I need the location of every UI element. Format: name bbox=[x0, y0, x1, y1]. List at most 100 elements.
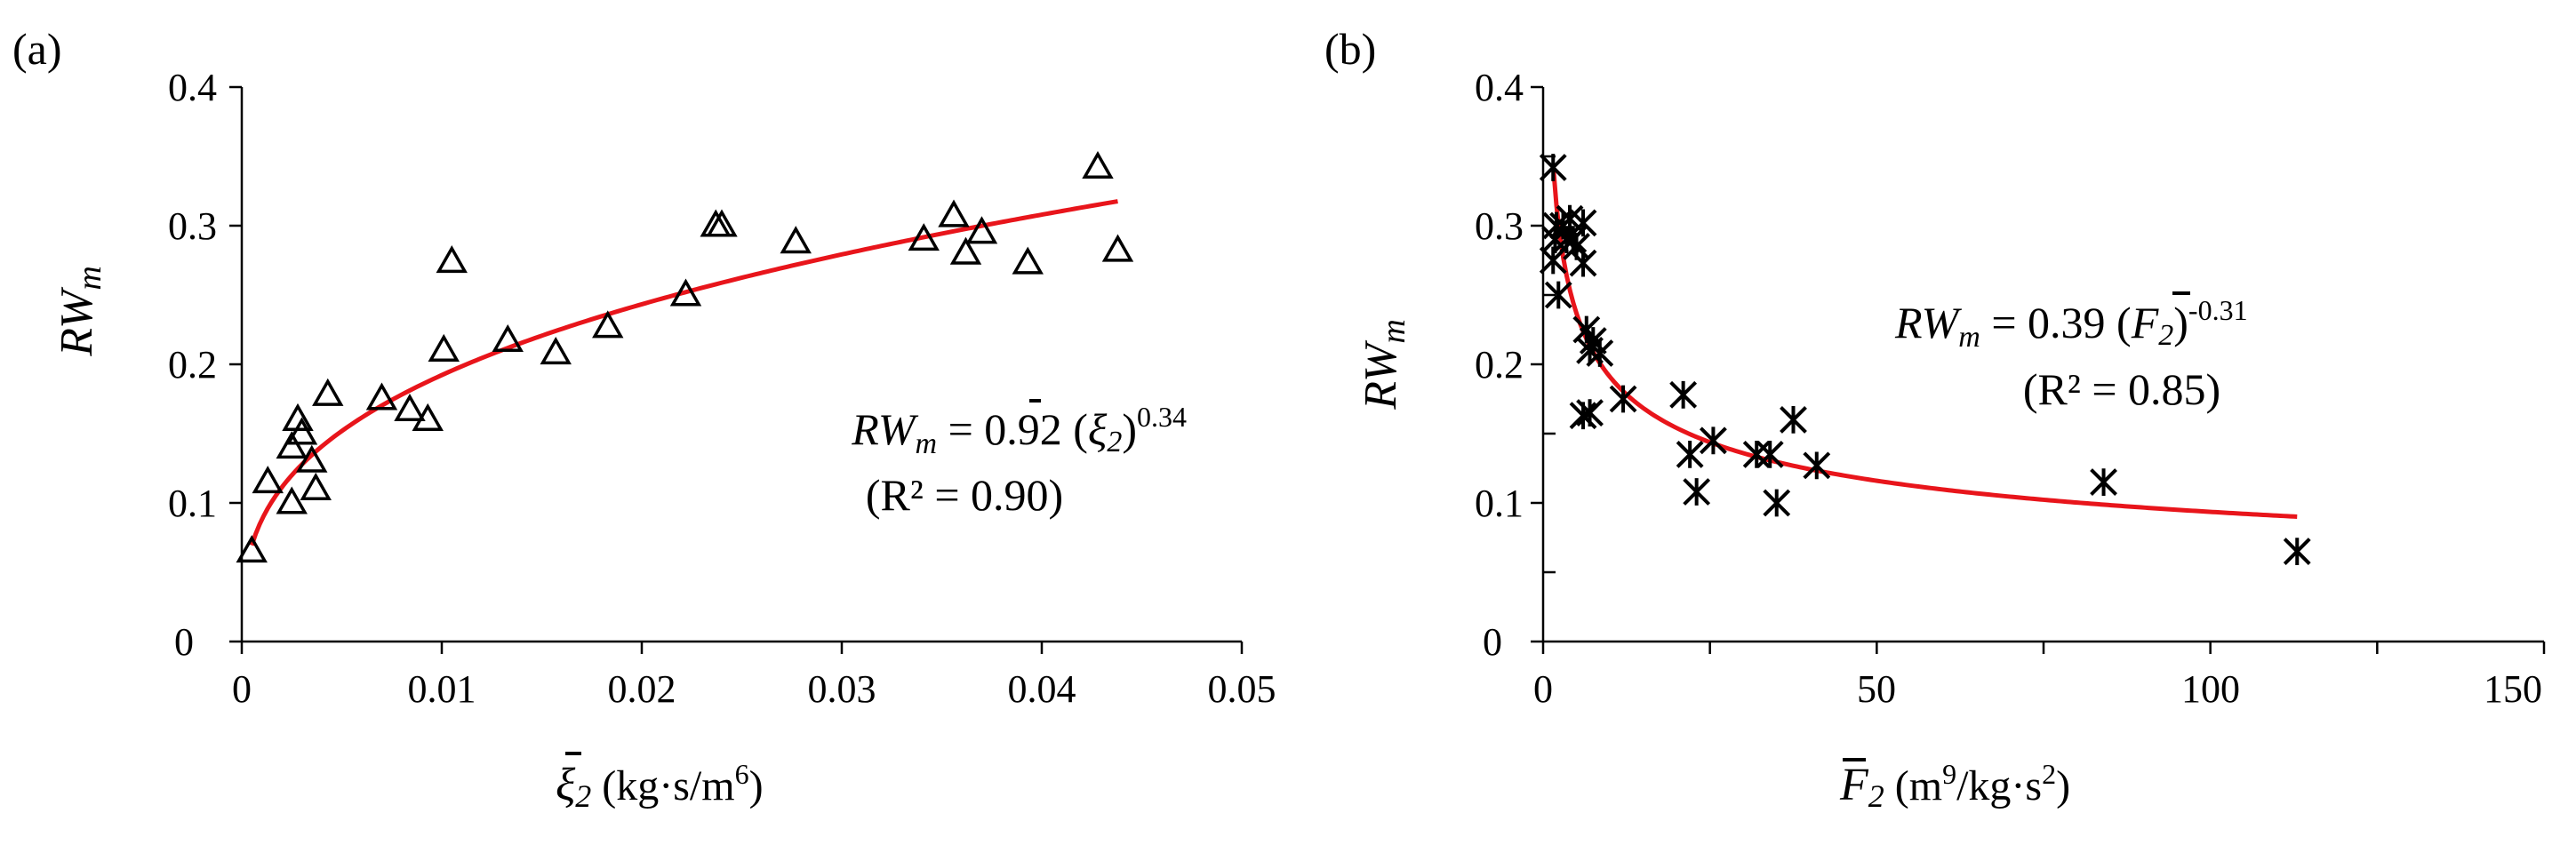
data-point-a-17 bbox=[669, 278, 702, 307]
data-point-b-15 bbox=[1586, 339, 1614, 367]
x-axis-title-b-units-sup: 9 bbox=[1942, 758, 1956, 790]
data-point-a-6 bbox=[296, 444, 328, 473]
equation-b-symbol: F bbox=[2131, 298, 2159, 347]
x-axis-title-b-sub: 2 bbox=[1868, 778, 1884, 814]
data-point-b-25 bbox=[1763, 489, 1791, 517]
r2-a: (R² = 0.90) bbox=[866, 470, 1063, 520]
chart-b: (b) 0 0.1 0.2 0.3 0.4 0 50 100 150 RWm F… bbox=[1324, 24, 2546, 814]
x-axis-b: 0 50 100 150 bbox=[1533, 640, 2546, 711]
data-point-a-14 bbox=[492, 323, 524, 353]
data-point-b-28 bbox=[2090, 468, 2117, 497]
x-tick-label-b-1: 50 bbox=[1857, 667, 1896, 711]
chart-a: (a) 0 0.1 0.2 0.3 0.4 0 0.01 0.02 0.03 0… bbox=[12, 24, 1276, 814]
data-point-a-9 bbox=[365, 382, 398, 411]
equation-b-lhs-sub: m bbox=[1958, 321, 1980, 354]
panel-label-a: (a) bbox=[12, 24, 62, 74]
x-axis-title-b-units-mid: /kg·s bbox=[1956, 762, 2042, 809]
data-point-b-23 bbox=[1742, 440, 1771, 468]
data-point-a-12 bbox=[428, 333, 460, 362]
y-tick-label-a-0: 0 bbox=[174, 620, 194, 664]
y-tick-label-a-3: 0.3 bbox=[168, 204, 217, 248]
y-tick-label-a-1: 0.1 bbox=[168, 482, 217, 525]
data-point-a-27 bbox=[1101, 234, 1134, 262]
data-point-a-21 bbox=[908, 223, 940, 251]
data-points-b bbox=[1539, 154, 2311, 566]
data-point-b-19 bbox=[1669, 380, 1698, 409]
data-point-a-15 bbox=[540, 336, 572, 365]
x-axis-title-a: ξ2 (kg·s/m6) bbox=[556, 758, 764, 814]
equation-a-lhs: RW bbox=[851, 404, 919, 454]
equation-a-exponent: 0.34 bbox=[1137, 401, 1187, 433]
x-axis-title-b-units-end: ) bbox=[2056, 762, 2070, 809]
data-point-b-24 bbox=[1756, 440, 1784, 468]
x-tick-label-a-3: 0.03 bbox=[808, 667, 876, 711]
data-point-b-4 bbox=[1544, 281, 1572, 309]
equation-a-rhs: = 0.92 ( bbox=[937, 404, 1088, 454]
data-point-a-26 bbox=[1082, 150, 1114, 179]
x-tick-label-a-1: 0.01 bbox=[408, 667, 476, 711]
equation-b-rhs: = 0.39 ( bbox=[1980, 298, 2132, 347]
x-tick-label-b-0: 0 bbox=[1533, 667, 1553, 711]
x-axis-title-a-symbol: ξ bbox=[556, 760, 576, 810]
data-point-b-27 bbox=[1803, 451, 1831, 480]
equation-a-lhs-sub: m bbox=[916, 427, 938, 460]
x-axis-title-a-units-sup: 6 bbox=[735, 758, 749, 790]
data-points-a bbox=[236, 150, 1134, 563]
y-axis-title-b-sub: m bbox=[1375, 319, 1412, 343]
r2-b: (R² = 0.85) bbox=[2023, 364, 2220, 414]
equation-a-symbol: ξ bbox=[1088, 404, 1108, 454]
x-tick-label-a-0: 0 bbox=[232, 667, 252, 711]
x-axis-title-b-units-sup2: 2 bbox=[2042, 758, 2056, 790]
y-tick-label-b-1: 0.1 bbox=[1475, 482, 1524, 525]
data-point-a-7 bbox=[300, 472, 332, 500]
x-tick-label-a-4: 0.04 bbox=[1008, 667, 1076, 711]
data-point-b-11 bbox=[1569, 249, 1597, 277]
data-point-a-3 bbox=[276, 431, 308, 459]
data-point-b-22 bbox=[1700, 426, 1727, 455]
data-point-b-20 bbox=[1676, 440, 1704, 468]
y-tick-marks-a bbox=[229, 85, 242, 643]
data-point-a-10 bbox=[394, 393, 426, 422]
data-point-b-26 bbox=[1780, 405, 1807, 434]
data-point-a-13 bbox=[436, 245, 468, 274]
data-point-b-29 bbox=[2283, 538, 2311, 566]
y-tick-label-a-2: 0.2 bbox=[168, 343, 217, 387]
data-point-b-0 bbox=[1539, 154, 1567, 181]
x-axis-a: 0 0.01 0.02 0.03 0.04 0.05 bbox=[232, 640, 1276, 711]
y-tick-label-b-0: 0 bbox=[1483, 620, 1502, 664]
equation-b-close: ) bbox=[2173, 298, 2188, 347]
y-tick-label-b-3: 0.3 bbox=[1475, 204, 1524, 248]
x-axis-title-a-sub: 2 bbox=[575, 778, 591, 814]
x-tick-label-a-5: 0.05 bbox=[1208, 667, 1276, 711]
data-point-a-19 bbox=[706, 209, 738, 237]
data-point-a-16 bbox=[592, 310, 624, 339]
x-tick-label-b-2: 100 bbox=[2181, 667, 2240, 711]
data-point-a-1 bbox=[252, 466, 284, 494]
fit-curve-a bbox=[249, 199, 1118, 546]
x-axis-title-b-units: (m bbox=[1884, 762, 1942, 809]
panel-label-b: (b) bbox=[1324, 24, 1376, 74]
y-axis-title-a: RWm bbox=[52, 266, 108, 357]
y-tick-label-b-2: 0.2 bbox=[1475, 343, 1524, 387]
y-axis-b: 0 0.1 0.2 0.3 0.4 bbox=[1475, 66, 1556, 664]
data-point-a-24 bbox=[965, 216, 998, 244]
x-tick-marks-a bbox=[240, 642, 1244, 654]
equation-b-lhs: RW bbox=[1894, 298, 1963, 347]
data-point-b-10 bbox=[1569, 209, 1597, 237]
equation-a-symbol-sub: 2 bbox=[1107, 426, 1122, 458]
x-axis-title-a-units-end: ) bbox=[749, 762, 764, 809]
data-point-a-20 bbox=[780, 226, 812, 254]
data-point-a-11 bbox=[412, 403, 444, 431]
data-point-b-18 bbox=[1609, 385, 1637, 413]
x-tick-marks-b bbox=[1541, 642, 2546, 654]
y-axis-title-a-main: RW bbox=[52, 286, 102, 357]
data-point-a-5 bbox=[285, 417, 318, 445]
data-point-b-21 bbox=[1683, 478, 1711, 506]
data-point-a-2 bbox=[276, 486, 308, 514]
equation-a-close: ) bbox=[1122, 404, 1137, 454]
x-tick-label-b-3: 150 bbox=[2484, 667, 2542, 711]
data-point-a-0 bbox=[236, 535, 268, 563]
y-tick-label-a-4: 0.4 bbox=[168, 66, 217, 109]
equation-b-symbol-sub: 2 bbox=[2158, 319, 2173, 352]
